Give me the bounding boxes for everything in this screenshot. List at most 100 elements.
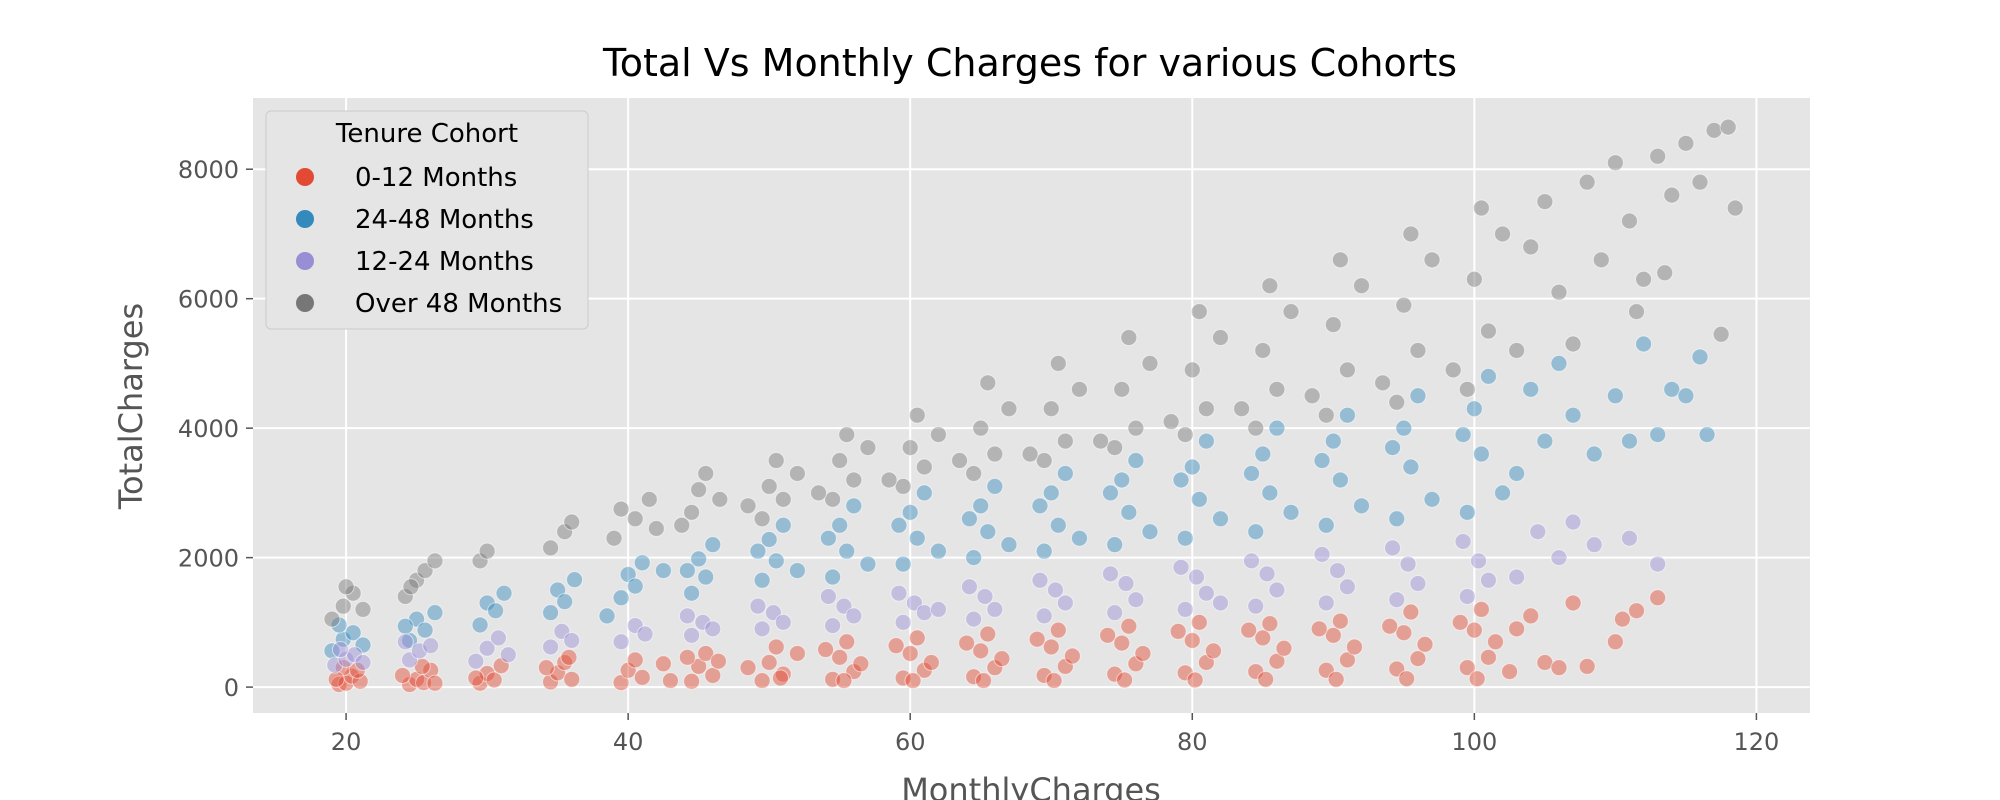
x-tick-label: 40: [613, 728, 644, 756]
data-point: [1211, 594, 1229, 612]
data-point: [1261, 484, 1279, 502]
data-point: [753, 620, 771, 638]
data-point: [976, 587, 994, 605]
chart-title: Total Vs Monthly Charges for various Coh…: [602, 41, 1457, 85]
data-point: [1056, 657, 1074, 675]
data-point: [1317, 516, 1335, 534]
data-point: [1399, 555, 1417, 573]
data-point: [1628, 602, 1646, 620]
data-point: [739, 659, 757, 677]
data-point: [972, 419, 990, 437]
data-point: [1353, 497, 1371, 515]
data-point: [1677, 134, 1695, 152]
data-point: [824, 568, 842, 586]
data-point: [1529, 523, 1547, 541]
data-point: [1056, 432, 1074, 450]
data-point: [330, 616, 348, 634]
data-point: [767, 638, 785, 656]
data-point: [542, 604, 560, 622]
data-point: [1451, 613, 1469, 631]
data-point: [495, 584, 513, 602]
data-point: [1402, 225, 1420, 243]
data-point: [1691, 173, 1709, 191]
data-point: [894, 669, 912, 687]
legend-title: Tenure Cohort: [335, 119, 518, 149]
data-point: [1000, 400, 1018, 418]
data-point: [344, 624, 362, 642]
data-point: [1712, 325, 1730, 343]
data-point: [1190, 613, 1208, 631]
data-point: [894, 613, 912, 631]
data-point: [838, 426, 856, 444]
data-point: [958, 634, 976, 652]
data-point: [1345, 638, 1363, 656]
data-point: [704, 666, 722, 684]
data-point: [1395, 419, 1413, 437]
data-point: [1183, 458, 1201, 476]
data-point: [965, 549, 983, 567]
data-point: [929, 542, 947, 560]
data-point: [1409, 387, 1427, 405]
data-point: [563, 670, 581, 688]
data-point: [1247, 419, 1265, 437]
data-point: [402, 578, 420, 596]
data-point: [1606, 633, 1624, 651]
data-point: [1719, 118, 1737, 136]
data-point: [626, 577, 644, 595]
data-point: [331, 641, 349, 659]
data-point: [647, 520, 665, 537]
data-point: [661, 672, 679, 690]
data-point: [1472, 199, 1490, 217]
data-point: [915, 458, 933, 476]
data-point: [654, 562, 672, 580]
data-point: [683, 503, 701, 521]
data-point: [354, 636, 372, 654]
data-point: [753, 571, 771, 589]
data-point: [1176, 529, 1194, 547]
data-point: [1458, 659, 1476, 677]
data-point: [929, 600, 947, 618]
data-point: [327, 670, 345, 688]
data-point: [838, 633, 856, 651]
data-point: [690, 481, 708, 499]
data-point: [1042, 484, 1060, 502]
data-point: [1479, 367, 1497, 385]
data-point: [1254, 341, 1272, 359]
data-point: [485, 671, 503, 689]
data-point: [1409, 341, 1427, 359]
series-24-48-months: [323, 335, 1716, 660]
data-point: [1494, 225, 1512, 243]
data-point: [922, 654, 940, 672]
data-point: [845, 497, 863, 515]
data-point: [1550, 549, 1568, 567]
data-point: [612, 500, 630, 518]
data-point: [487, 602, 505, 620]
data-point: [1606, 387, 1624, 405]
x-tick-label: 80: [1177, 728, 1208, 756]
data-point: [788, 644, 806, 662]
data-point: [1056, 464, 1074, 482]
data-point: [788, 562, 806, 580]
data-point: [1649, 147, 1667, 165]
data-point: [1606, 154, 1624, 172]
data-point: [1465, 270, 1483, 288]
data-point: [426, 604, 444, 622]
data-point: [824, 617, 842, 635]
data-point: [1423, 251, 1441, 269]
data-point: [556, 523, 574, 541]
data-point: [556, 593, 574, 611]
data-point: [1508, 341, 1526, 359]
data-point: [831, 516, 849, 534]
data-point: [1063, 647, 1081, 665]
data-point: [1243, 464, 1261, 482]
data-point: [1141, 523, 1159, 541]
data-point: [890, 584, 908, 602]
data-point: [915, 484, 933, 502]
data-point: [1127, 419, 1145, 437]
data-point: [1106, 536, 1124, 554]
data-point: [831, 452, 849, 470]
data-point: [965, 464, 983, 482]
data-point: [1331, 471, 1349, 489]
data-point: [986, 600, 1004, 618]
